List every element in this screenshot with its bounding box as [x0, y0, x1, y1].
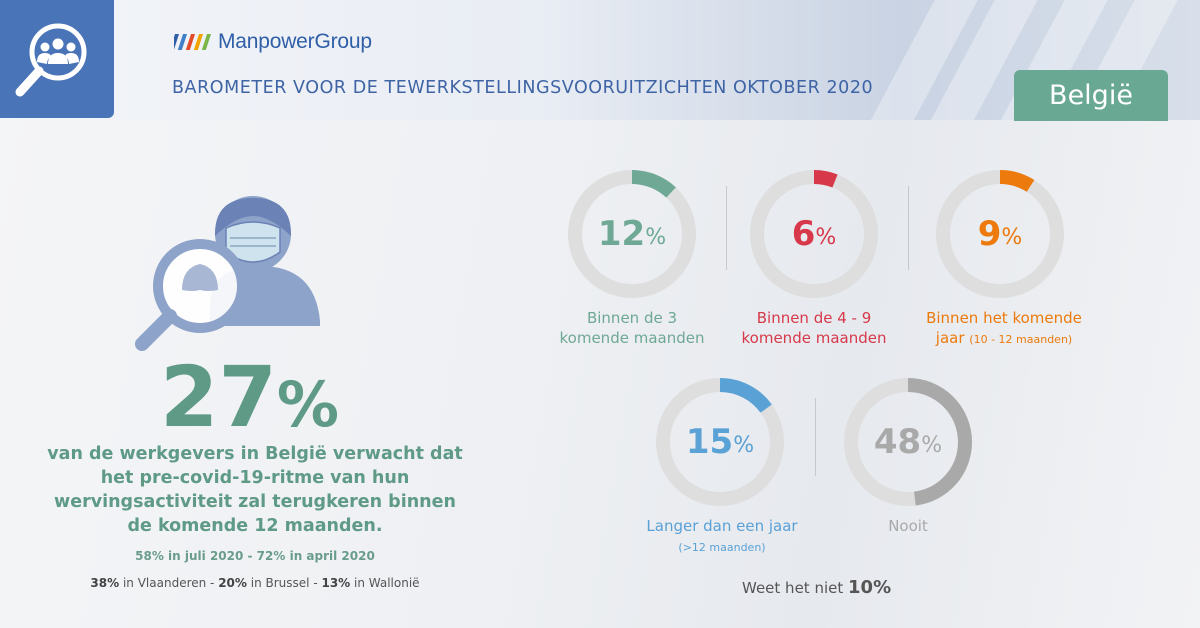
donut-value-4: 15%	[650, 372, 790, 512]
unknown-label: Weet het niet	[742, 579, 844, 597]
region-value-brussels: 20%	[218, 576, 247, 590]
donut-label-5: Nooit	[798, 516, 1018, 536]
donut-label-4: Langer dan een jaar (>12 maanden)	[612, 516, 832, 558]
manpowergroup-logo: ManpowerGroup	[174, 30, 372, 54]
donut-ring-4	[656, 378, 784, 506]
region-label-flanders: in Vlaanderen -	[119, 576, 219, 590]
headline-percentage: 27%	[160, 352, 340, 450]
headline-unit: %	[276, 368, 340, 441]
region-label-brussels: in Brussel -	[246, 576, 322, 590]
donut-label-line: jaar	[935, 329, 965, 347]
donut-number: 15	[685, 422, 734, 462]
donut-label-1: Binnen de 3 komende maanden	[522, 308, 742, 348]
donut-label-note: (10 - 12 maanden)	[969, 333, 1073, 346]
donut-label-line: Binnen de 4 - 9	[756, 309, 872, 327]
divider	[726, 186, 727, 270]
donut-arc-4	[656, 378, 784, 506]
donut-arc-3	[936, 170, 1064, 298]
donut-arc-2	[750, 170, 878, 298]
headline-description: van de werkgevers in België verwacht dat…	[47, 444, 463, 536]
masked-person-magnifier-illustration	[135, 196, 320, 351]
region-value-flanders: 38%	[90, 576, 120, 590]
region-label-wallonia: in Wallonië	[350, 576, 420, 590]
donut-number: 48	[873, 422, 922, 462]
donut-1: 12%	[562, 164, 702, 304]
donut-ring-2	[750, 170, 878, 298]
donut-label-note: (>12 maanden)	[678, 541, 766, 554]
donut-arc-1	[568, 170, 696, 298]
donut-value-1: 12%	[562, 164, 702, 304]
donut-number: 9	[977, 214, 1002, 254]
donut-value-3: 9%	[930, 164, 1070, 304]
donut-unit: %	[921, 432, 943, 458]
donut-3: 9%	[930, 164, 1070, 304]
donut-number: 12	[597, 214, 646, 254]
donut-label-2: Binnen de 4 - 9 komende maanden	[704, 308, 924, 348]
donut-label-line: komende maanden	[559, 329, 705, 347]
donut-label-3: Binnen het komende jaar (10 - 12 maanden)	[894, 308, 1114, 350]
donut-ring-1	[568, 170, 696, 298]
region-value-wallonia: 13%	[321, 576, 351, 590]
donut-label-line: Nooit	[888, 517, 928, 535]
manpower-stripes-logo-icon	[174, 34, 212, 50]
unknown-answer: Weet het niet 10%	[742, 577, 891, 598]
donut-label-line: Langer dan een jaar	[646, 517, 798, 535]
donut-unit: %	[645, 224, 667, 250]
donut-ring-3	[936, 170, 1064, 298]
donut-value-2: 6%	[744, 164, 884, 304]
donut-arc-5	[844, 378, 972, 506]
people-search-tile	[0, 0, 114, 118]
donut-unit: %	[733, 432, 755, 458]
unknown-value: 10%	[848, 577, 892, 598]
donut-unit: %	[815, 224, 837, 250]
donut-label-line: komende maanden	[741, 329, 887, 347]
regional-breakdown: 38% in Vlaanderen - 20% in Brussel - 13%…	[40, 576, 470, 590]
brand-name: ManpowerGroup	[218, 30, 372, 53]
divider	[815, 398, 816, 476]
donut-ring-5	[844, 378, 972, 506]
donut-label-line: Binnen de 3	[586, 309, 678, 327]
headline-history: 58% in juli 2020 - 72% in april 2020	[135, 549, 375, 563]
header-banner	[0, 0, 1200, 120]
divider	[908, 186, 909, 270]
people-magnifier-icon	[15, 23, 87, 97]
country-badge: België	[1014, 70, 1168, 121]
donut-2: 6%	[744, 164, 884, 304]
donut-value-5: 48%	[838, 372, 978, 512]
page-title: BAROMETER VOOR DE TEWERKSTELLINGSVOORUIT…	[172, 78, 874, 98]
donut-5: 48%	[838, 372, 978, 512]
donut-unit: %	[1001, 224, 1023, 250]
donut-4: 15%	[650, 372, 790, 512]
donut-label-line: Binnen het komende	[926, 309, 1082, 327]
headline-value: 27	[160, 348, 277, 446]
donut-number: 6	[791, 214, 816, 254]
